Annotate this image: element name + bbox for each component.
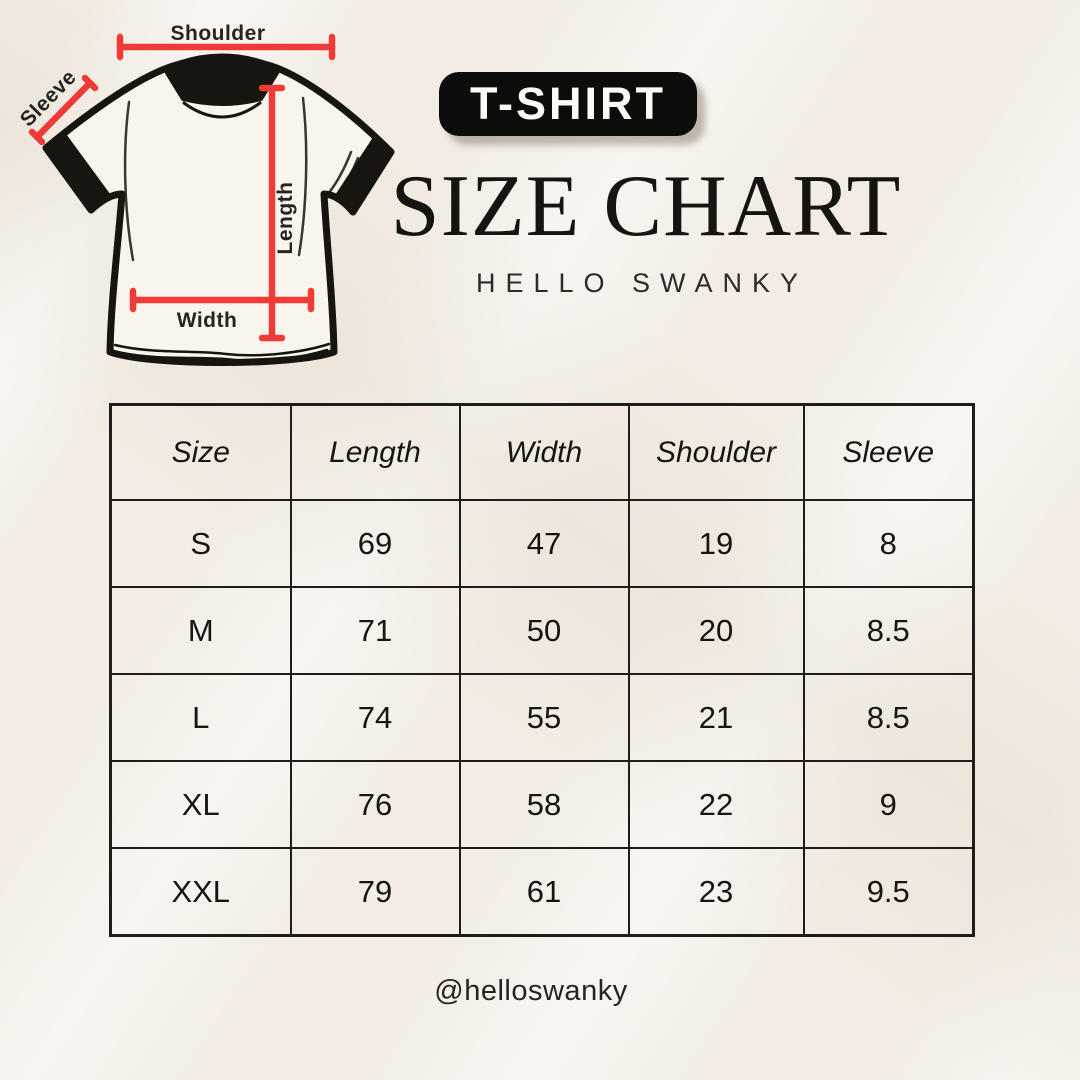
header-cell-length: Length <box>289 403 461 501</box>
cell-width: 55 <box>458 673 630 762</box>
cell-width: 61 <box>458 847 630 937</box>
cell-length: 71 <box>289 586 461 675</box>
header-row: Size Length Width Shoulder Sleeve <box>109 403 975 501</box>
cell-length: 74 <box>289 673 461 762</box>
shoulder-measure-line <box>116 33 336 61</box>
length-measure-line <box>258 84 286 342</box>
cell-length: 76 <box>289 760 461 849</box>
sleeve-measure-line <box>28 74 99 146</box>
brand-subtitle: HELLO SWANKY <box>475 268 809 298</box>
size-row-l: L 74 55 21 8.5 <box>109 673 975 762</box>
width-measure-label: Width <box>177 309 238 332</box>
cell-sleeve: 9.5 <box>802 847 975 937</box>
header-cell-width: Width <box>458 403 630 501</box>
header-cell-shoulder: Shoulder <box>627 403 805 501</box>
cell-width: 58 <box>458 760 630 849</box>
cell-length: 79 <box>289 847 461 937</box>
tshirt-badge: T-SHIRT <box>439 72 697 136</box>
width-measure-line <box>129 287 315 313</box>
cell-shoulder: 22 <box>627 760 805 849</box>
cell-shoulder: 19 <box>627 499 805 588</box>
tshirt-collar <box>165 55 279 106</box>
size-row-s: S 69 47 19 8 <box>109 499 975 588</box>
header-cell-sleeve: Sleeve <box>802 403 975 501</box>
cell-shoulder: 20 <box>627 586 805 675</box>
size-row-xl: XL 76 58 22 9 <box>109 760 975 849</box>
cell-sleeve: 8 <box>802 499 975 588</box>
tshirt-measurement-diagram: Shoulder Sleeve Length Width <box>16 22 395 366</box>
cell-sleeve: 9 <box>802 760 975 849</box>
size-row-m: M 71 50 20 8.5 <box>109 586 975 675</box>
cell-length: 69 <box>289 499 461 588</box>
tshirt-hem-lines <box>113 342 331 363</box>
cell-sleeve: 8.5 <box>802 586 975 675</box>
page-title: SIZE CHART <box>390 158 902 255</box>
header-cell-size: Size <box>109 403 292 501</box>
cell-shoulder: 23 <box>627 847 805 937</box>
cell-shoulder: 21 <box>627 673 805 762</box>
social-handle: @helloswanky <box>434 975 628 1007</box>
shoulder-measure-label: Shoulder <box>170 22 265 45</box>
cell-width: 50 <box>458 586 630 675</box>
length-measure-label: Length <box>274 182 297 255</box>
cell-size: XL <box>109 760 292 849</box>
tshirt-right-cuff <box>333 138 393 214</box>
size-row-xxl: XXL 79 61 23 9.5 <box>109 847 975 937</box>
size-chart-table: Size Length Width Shoulder Sleeve S 69 4… <box>109 403 975 937</box>
cell-sleeve: 8.5 <box>802 673 975 762</box>
cell-width: 47 <box>458 499 630 588</box>
tshirt-left-cuff <box>44 133 111 212</box>
tshirt-collar-seam <box>182 101 262 119</box>
cell-size: XXL <box>109 847 292 937</box>
cell-size: L <box>109 673 292 762</box>
cell-size: S <box>109 499 292 588</box>
cell-size: M <box>109 586 292 675</box>
